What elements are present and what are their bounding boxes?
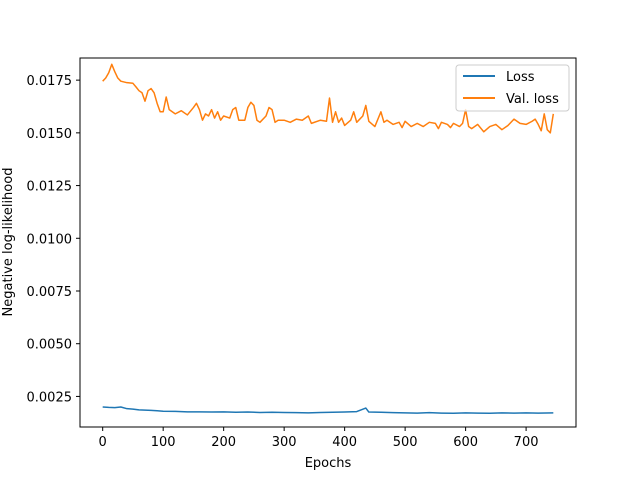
- x-tick-label: 500: [393, 435, 418, 450]
- plot-frame: [79, 57, 577, 428]
- series-line-val-loss: [102, 63, 555, 134]
- series-line-loss: [102, 406, 554, 415]
- y-tick-label: 0.0150: [27, 127, 73, 142]
- y-tick-label: 0.0100: [27, 232, 73, 247]
- y-tick-label: 0.0050: [27, 338, 73, 353]
- x-tick-label: 300: [272, 435, 297, 450]
- x-tick-label: 0: [99, 435, 107, 450]
- x-tick-label: 100: [151, 435, 176, 450]
- y-tick-label: 0.0175: [27, 74, 73, 89]
- legend: Loss Val. loss: [455, 64, 570, 112]
- y-axis-ticks: 0.0025 0.0050 0.0075 0.0100 0.0125 0.0150 0.01…: [27, 74, 80, 405]
- series-layer: [102, 63, 555, 415]
- y-tick-label: 0.0025: [27, 390, 73, 405]
- x-tick-label: 700: [514, 435, 539, 450]
- y-tick-label: 0.0075: [27, 285, 73, 300]
- x-tick-label: 600: [453, 435, 478, 450]
- legend-label-val-loss: Val. loss: [506, 92, 559, 107]
- x-tick-label: 200: [211, 435, 236, 450]
- x-axis-label: Epochs: [305, 456, 352, 471]
- y-axis-label: Negative log-likelihood: [1, 168, 16, 317]
- y-tick-label: 0.0125: [27, 180, 73, 195]
- x-axis-ticks: 0 100 200 300 400 500 600 700: [99, 427, 539, 450]
- legend-label-loss: Loss: [506, 70, 535, 85]
- x-tick-label: 400: [332, 435, 357, 450]
